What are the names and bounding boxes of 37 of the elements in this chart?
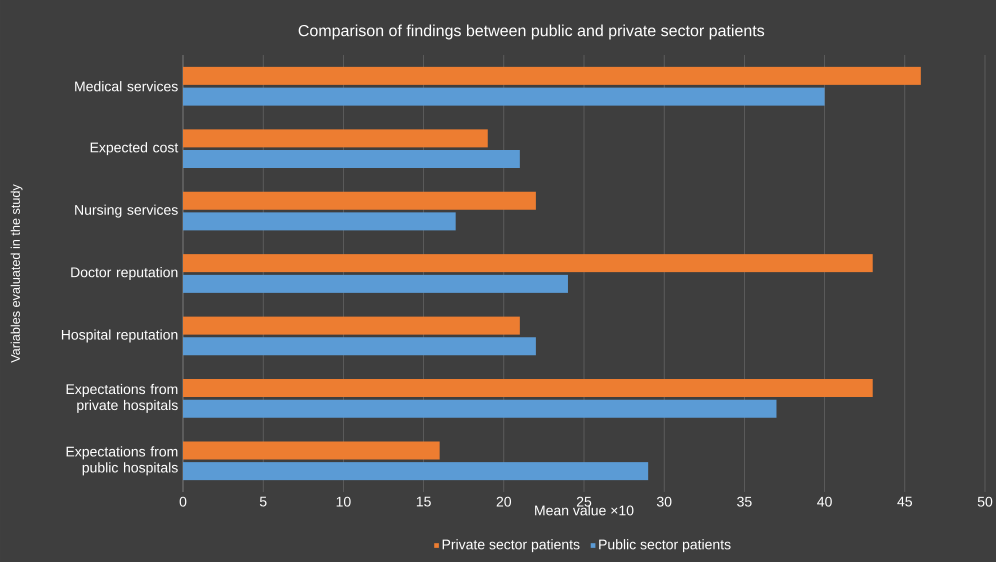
y-tick-label: Medical services: [75, 81, 178, 92]
bar: [183, 150, 520, 168]
chart-title: Comparison of findings between public and private sector patients: [298, 24, 764, 40]
bar: [183, 379, 873, 398]
x-tick-label: 5: [260, 496, 267, 506]
x-tick-label: 30: [656, 496, 672, 507]
y-tick-label: Expectations from public hospitals: [66, 446, 178, 476]
x-tick-label: 10: [336, 496, 351, 507]
bar: [183, 441, 440, 460]
bar: [183, 254, 873, 272]
x-tick-label: 15: [416, 496, 431, 506]
legend-label: Private sector patients: [442, 539, 580, 552]
y-tick-label: Hospital reputation: [62, 329, 178, 342]
x-tick-label: 50: [978, 496, 992, 507]
y-tick-label: Expectations from private hospitals: [66, 384, 178, 413]
x-tick-label: 45: [897, 496, 912, 506]
bar: [183, 316, 520, 335]
bar: [183, 66, 921, 85]
x-axis-title: Mean value ×10: [535, 505, 634, 516]
bar: [183, 212, 456, 230]
bar: [183, 400, 776, 418]
y-tick-label: Doctor reputation: [71, 266, 178, 280]
y-tick-label: Nursing services: [75, 204, 178, 218]
bar: [183, 274, 568, 293]
bar: [183, 88, 825, 106]
x-tick-label: 20: [496, 496, 512, 507]
bar: [183, 129, 488, 148]
bar: [183, 337, 536, 356]
x-tick-label: 0: [180, 496, 186, 507]
bar: [183, 192, 536, 210]
y-axis-title: Variables evaluated in the study: [10, 184, 22, 363]
x-tick-label: 25: [576, 496, 592, 507]
legend-label: Public sector patients: [599, 539, 731, 552]
x-tick-label: 40: [817, 496, 832, 507]
x-tick-label: 35: [737, 496, 752, 507]
bar: [183, 462, 648, 480]
y-tick-label: Expected cost: [90, 142, 178, 156]
